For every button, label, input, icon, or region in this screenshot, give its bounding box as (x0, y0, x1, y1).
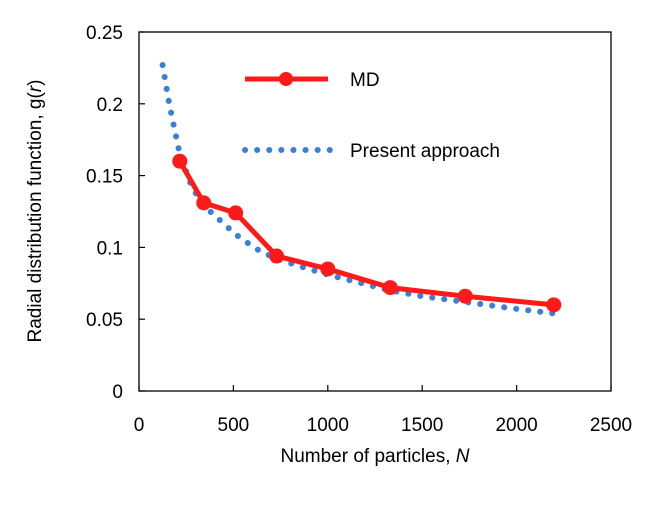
series-layer (159, 62, 562, 317)
series-md-point (382, 280, 398, 296)
x-tick-label: 2500 (590, 415, 632, 436)
x-tick-label: 1500 (401, 415, 443, 436)
x-tick-label: 1000 (307, 415, 349, 436)
y-tick-label: 0 (112, 382, 123, 403)
legend-md-label: MD (350, 70, 380, 91)
series-md-point (320, 261, 336, 277)
x-tick-label: 500 (218, 415, 250, 436)
x-axis-title: Number of particles, N (280, 446, 469, 467)
y-axis: 0 0.05 0.1 0.15 0.2 0.25 (86, 23, 145, 403)
legend-md-swatch-marker (279, 72, 293, 86)
series-md-line (177, 159, 555, 308)
plot-frame (138, 31, 612, 392)
series-md-point (269, 248, 285, 264)
y-tick-label: 0.2 (97, 95, 123, 116)
series-md-point (546, 297, 562, 313)
x-axis: 0 500 1000 1500 2000 2500 (134, 385, 632, 436)
y-tick-label: 0.05 (86, 310, 123, 331)
series-md-point (457, 288, 473, 304)
y-tick-label: 0.15 (86, 167, 123, 188)
y-axis-title: Radial distribution function, g(r) (25, 80, 46, 343)
y-tick-label: 0.1 (97, 238, 123, 259)
series-md-point (196, 195, 212, 211)
y-tick-label: 0.25 (86, 23, 123, 44)
series-md-point (228, 205, 244, 221)
legend-present-label: Present approach (350, 141, 500, 162)
x-tick-label: 2000 (495, 415, 537, 436)
legend: MD Present approach (242, 70, 500, 162)
series-md-point (172, 153, 188, 169)
x-tick-label: 0 (134, 415, 145, 436)
